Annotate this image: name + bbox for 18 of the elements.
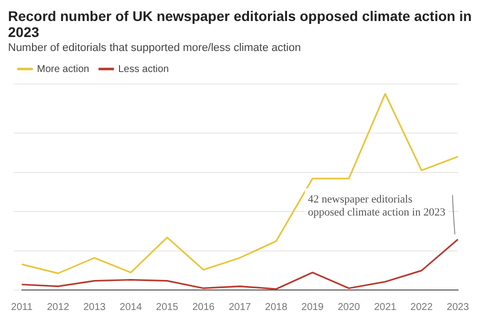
- annotation: 42 newspaper editorials opposed climate action in 2023: [308, 193, 446, 218]
- x-tick-label: 2023: [446, 302, 470, 313]
- x-tick-label: 2014: [120, 302, 142, 313]
- legend-label: Less action: [118, 64, 169, 75]
- x-tick-label: 2019: [301, 302, 324, 313]
- chart-title: Record number of UK newspaper editorials opposed climate action in 2023: [8, 8, 472, 40]
- x-tick-label: 2018: [265, 302, 288, 313]
- legend-label: More action: [37, 64, 90, 75]
- x-tick-label: 2016: [192, 302, 216, 313]
- x-tick-label: 2020: [338, 302, 360, 313]
- x-tick-label: 2012: [46, 302, 70, 313]
- x-tick-label: 2011: [10, 302, 33, 313]
- x-tick-label: 2013: [83, 302, 106, 313]
- chart-subtitle: Number of editorials that supported more/less climate action: [8, 42, 302, 54]
- x-tick-label: 2021: [374, 302, 397, 313]
- x-tick-label: 2017: [228, 302, 252, 313]
- x-tick-label: 2015: [156, 302, 179, 313]
- x-tick-label: 2022: [410, 302, 434, 313]
